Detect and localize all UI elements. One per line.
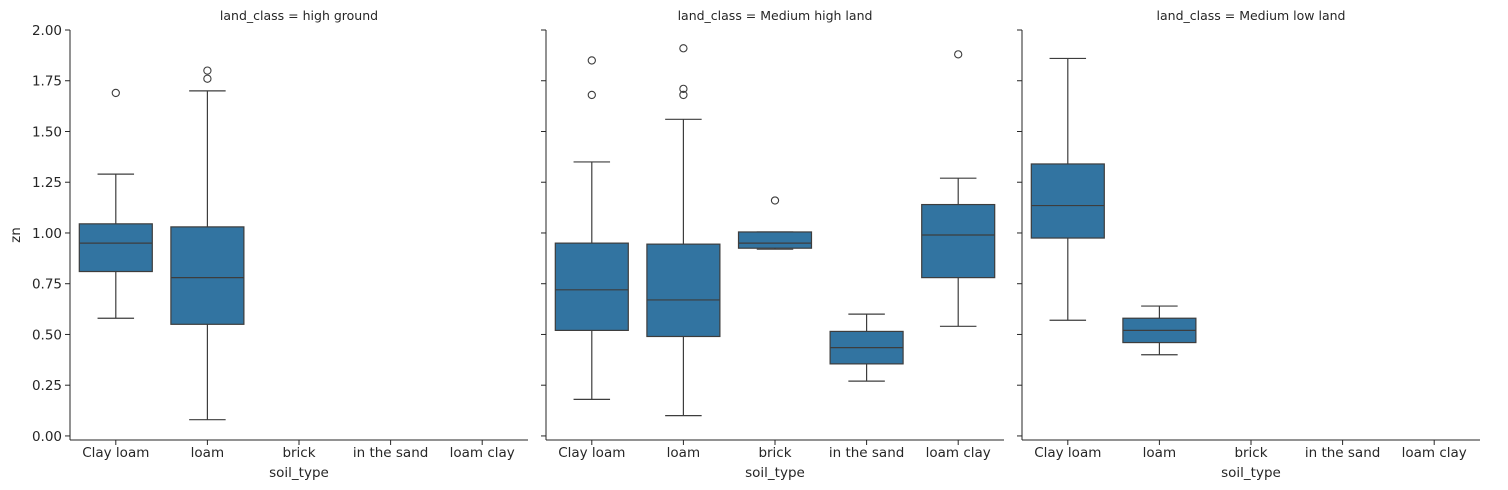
outlier-point: [203, 66, 212, 75]
x-tick-label: loam: [667, 445, 700, 461]
outlier-point: [587, 90, 596, 100]
y-tick-label: 0.50: [32, 327, 62, 343]
x-tick-label: loam clay: [1402, 445, 1467, 461]
iqr-box: [737, 231, 813, 249]
x-tick-label: Clay loam: [558, 445, 625, 461]
x-tick-label: Clay loam: [1034, 445, 1101, 461]
y-tick-label: 0.00: [32, 429, 62, 445]
box-clay-loam: [1030, 57, 1105, 321]
x-tick-label: loam: [1143, 445, 1176, 461]
x-tick-label: in the sand: [1305, 445, 1380, 461]
iqr-box: [170, 226, 245, 325]
facet-panel-1: land_class = high ground 0.00 0.25 0.50 0.75…: [32, 8, 528, 481]
y-axis-label: zn: [8, 227, 24, 243]
outlier-point: [770, 196, 780, 205]
x-tick-label: brick: [1234, 445, 1267, 461]
box-loam: [170, 66, 245, 421]
x-tick-label: loam clay: [450, 445, 515, 461]
iqr-box: [646, 243, 721, 338]
iqr-box: [1030, 163, 1105, 239]
x-tick-label: brick: [758, 445, 791, 461]
facet-panel-3: land_class = Medium low land Clay loam loa…: [1017, 8, 1480, 481]
x-tick-label: in the sand: [829, 445, 904, 461]
y-tick-label: 0.75: [32, 277, 62, 293]
y-tick-label: 0.25: [32, 378, 62, 394]
box-clay-loam: [554, 56, 629, 401]
y-tick-label: 1.00: [32, 226, 62, 242]
y-tick-label: 1.75: [32, 74, 62, 90]
iqr-box: [921, 203, 996, 279]
box-clay-loam: [78, 88, 153, 319]
x-tick-label: brick: [282, 445, 315, 461]
y-tick-label: 1.25: [32, 175, 62, 191]
panel-title: land_class = Medium low land: [1157, 8, 1346, 23]
x-tick-label: Clay loam: [82, 445, 149, 461]
box-brick: [737, 196, 813, 250]
x-tick-label: loam: [191, 445, 224, 461]
box-loam-clay: [921, 50, 996, 327]
y-tick-label: 1.50: [32, 124, 62, 140]
outlier-point: [111, 88, 120, 98]
x-tick-label: loam clay: [926, 445, 991, 461]
outlier-point: [679, 84, 688, 94]
box-loam: [646, 44, 721, 417]
outlier-point: [954, 50, 963, 59]
outlier-point: [679, 44, 688, 53]
x-axis-label: soil_type: [269, 465, 329, 481]
box-loam: [1122, 305, 1197, 356]
x-tick-label: in the sand: [353, 445, 428, 461]
y-tick-label: 2.00: [32, 23, 62, 39]
facet-panel-2: land_class = Medium high land Clay loam lo…: [541, 8, 1004, 481]
box-in-the-sand: [829, 313, 904, 382]
iqr-box: [554, 242, 629, 331]
outlier-point: [203, 74, 212, 83]
x-axis-label: soil_type: [745, 465, 805, 481]
x-axis-label: soil_type: [1221, 465, 1281, 481]
panel-title: land_class = Medium high land: [678, 8, 873, 23]
iqr-box: [78, 223, 153, 273]
outlier-point: [587, 56, 596, 65]
panel-title: land_class = high ground: [220, 8, 378, 23]
outlier-point: [679, 90, 688, 100]
